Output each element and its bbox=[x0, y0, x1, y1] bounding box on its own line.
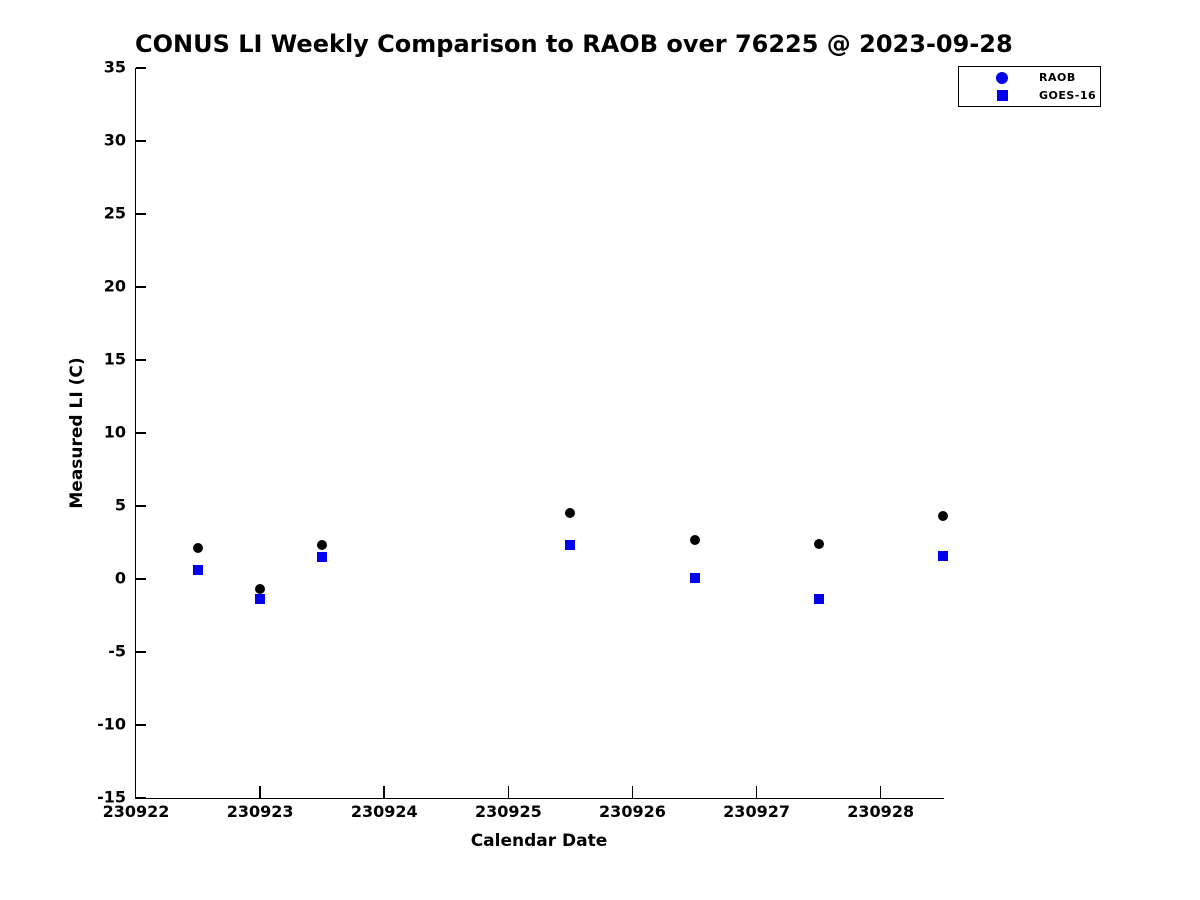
legend: RAOB GOES-16 bbox=[958, 66, 1101, 107]
raob-marker bbox=[255, 584, 266, 595]
x-tick-label: 230923 bbox=[226, 802, 294, 821]
goes-16-marker bbox=[565, 540, 576, 551]
legend-item-raob: RAOB bbox=[959, 70, 1100, 85]
y-tick bbox=[136, 651, 146, 653]
raob-marker bbox=[937, 511, 948, 522]
x-tick-label: 230925 bbox=[474, 802, 542, 821]
y-tick-label: 0 bbox=[114, 568, 126, 588]
raob-marker bbox=[317, 540, 328, 551]
raob-marker bbox=[813, 538, 824, 549]
y-axis-label: Measured LI (C) bbox=[67, 357, 87, 509]
y-tick bbox=[136, 359, 146, 361]
x-tick-label: 230926 bbox=[599, 802, 666, 821]
y-tick bbox=[136, 286, 146, 288]
raob-marker bbox=[565, 508, 576, 519]
x-tick bbox=[631, 786, 634, 798]
raob-circle-marker-icon bbox=[996, 71, 1008, 84]
raob-marker bbox=[689, 534, 700, 545]
y-tick bbox=[136, 724, 146, 726]
x-tick bbox=[755, 786, 758, 798]
y-tick-label: 20 bbox=[103, 276, 126, 296]
raob-marker bbox=[193, 543, 204, 554]
goes-16-square-marker-icon bbox=[997, 90, 1008, 101]
goes-16-marker bbox=[255, 594, 266, 605]
y-tick-label: -5 bbox=[108, 641, 126, 661]
y-tick-label: 35 bbox=[103, 57, 126, 77]
x-tick bbox=[879, 786, 882, 798]
legend-label-raob: RAOB bbox=[1039, 71, 1076, 84]
y-tick bbox=[136, 432, 146, 434]
chart-title: CONUS LI Weekly Comparison to RAOB over … bbox=[135, 30, 1013, 58]
y-tick-label: 10 bbox=[103, 422, 126, 442]
y-tick bbox=[136, 505, 146, 507]
goes-16-marker bbox=[813, 594, 824, 605]
y-tick-label: 15 bbox=[103, 349, 126, 369]
x-tick-label: 230928 bbox=[847, 802, 915, 821]
x-tick bbox=[383, 786, 386, 798]
y-tick bbox=[136, 213, 146, 215]
y-tick-label: -10 bbox=[97, 714, 126, 734]
y-tick-label: 25 bbox=[103, 203, 126, 223]
y-tick bbox=[136, 140, 146, 142]
x-tick bbox=[507, 786, 510, 798]
y-tick bbox=[136, 67, 146, 69]
plot-area: 35 30 25 20 15 10 5 0 -5 -10 -15 230922 230923 230924… bbox=[97, 59, 948, 820]
x-tick-label: 230924 bbox=[350, 802, 418, 821]
x-tick-label: 230922 bbox=[102, 802, 170, 821]
y-tick-label: 30 bbox=[103, 130, 126, 150]
legend-label-goes-16: GOES-16 bbox=[1039, 89, 1097, 102]
y-tick-label: 5 bbox=[114, 495, 126, 515]
goes-16-marker bbox=[317, 552, 328, 563]
y-tick bbox=[136, 578, 146, 580]
x-tick-label: 230927 bbox=[723, 802, 790, 821]
x-tick bbox=[259, 786, 261, 798]
goes-16-marker bbox=[689, 572, 700, 583]
goes-16-marker bbox=[937, 550, 948, 561]
x-axis-label: Calendar Date bbox=[470, 831, 608, 851]
y-tick bbox=[136, 797, 146, 799]
legend-item-goes-16: GOES-16 bbox=[959, 88, 1100, 103]
goes-16-marker bbox=[193, 565, 204, 576]
y-tick-label: -15 bbox=[97, 787, 126, 807]
